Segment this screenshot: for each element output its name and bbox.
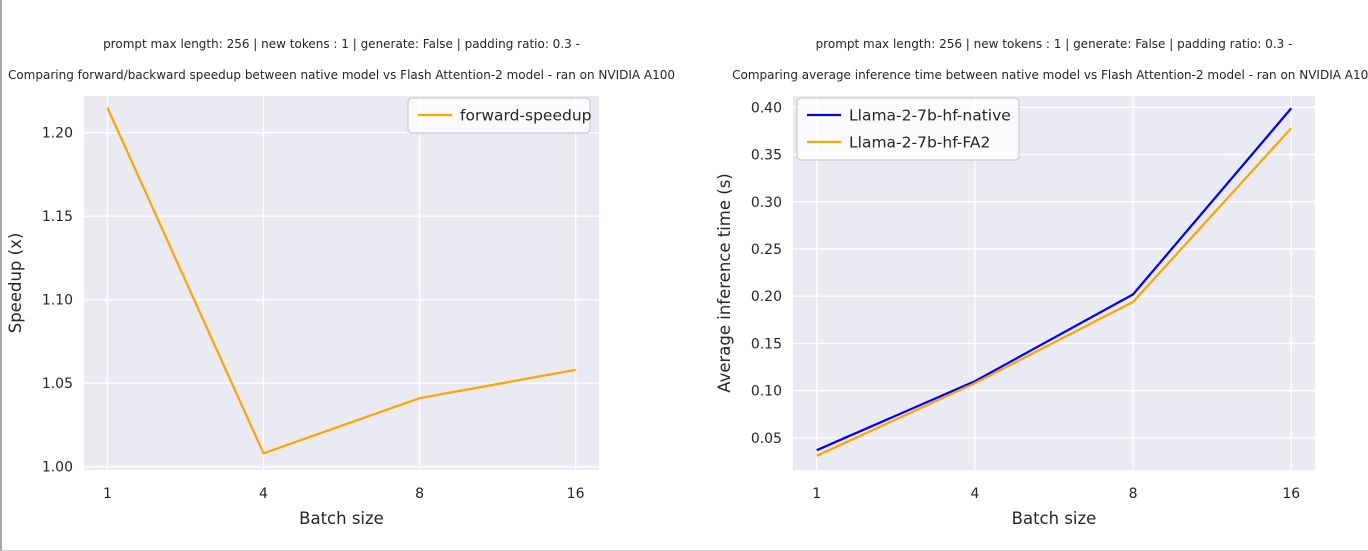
speedup-figure: 1.00 1.05 1.10 1.15 1.20 1 4 8 16 Batch size Speed… <box>2 0 686 550</box>
y-axis-label: Speedup (x) <box>6 233 25 334</box>
x-axis-label: Batch size <box>299 509 384 528</box>
y-tick-label: 0.05 <box>751 431 782 447</box>
y-tick-label: 1.05 <box>42 376 73 392</box>
figure-suptitle: prompt max length: 256 | new tokens : 1 … <box>103 37 580 51</box>
series-line-Llama-2-7b-hf-native <box>816 107 1293 452</box>
x-tick-label: 4 <box>970 486 979 502</box>
y-tick-label: 0.10 <box>751 384 782 400</box>
y-tick-label: 0.40 <box>751 100 782 116</box>
y-tick-label: 0.25 <box>751 242 782 258</box>
x-tick-label: 4 <box>259 486 268 502</box>
y-tick-label: 0.15 <box>751 336 782 352</box>
y-tick-label: 1.10 <box>42 293 73 309</box>
y-tick-label: 0.20 <box>751 289 782 305</box>
x-tick-label: 16 <box>1282 486 1300 502</box>
y-tick-label: 1.15 <box>42 209 73 225</box>
x-tick-label: 8 <box>415 486 424 502</box>
x-tick-label: 16 <box>567 486 585 502</box>
series-line-Llama-2-7b-hf-FA2 <box>816 127 1293 457</box>
series-line-forward-speedup <box>106 107 576 455</box>
legend-label: forward-speedup <box>460 107 592 125</box>
figure-suptitle: prompt max length: 256 | new tokens : 1 … <box>816 37 1293 51</box>
y-tick-label: 1.00 <box>42 460 73 476</box>
x-tick-label: 1 <box>103 486 112 502</box>
legend-box <box>407 97 591 134</box>
x-axis-label: Batch size <box>1012 509 1097 528</box>
legend: Llama-2-7b-hf-native Llama-2-7b-hf-FA2 <box>796 97 1020 161</box>
inference-time-figure: 0.05 0.10 0.15 0.20 0.25 0.30 0.35 0.40 1 4 8 16 Bat… <box>686 0 1368 550</box>
y-tick-label: 1.20 <box>42 126 73 142</box>
plot-area <box>84 96 599 470</box>
legend-box <box>796 97 1020 161</box>
figure-title: Comparing average inference time between… <box>732 68 1368 82</box>
x-tick-label: 8 <box>1129 486 1138 502</box>
y-axis-label: Average inference time (s) <box>715 173 734 393</box>
figure-title: Comparing forward/backward speedup betwe… <box>8 68 675 82</box>
y-tick-label: 0.30 <box>751 195 782 211</box>
x-tick-label: 1 <box>812 486 821 502</box>
legend-label: Llama-2-7b-hf-native <box>849 107 1011 125</box>
legend-label: Llama-2-7b-hf-FA2 <box>849 134 990 152</box>
legend: forward-speedup <box>407 97 592 134</box>
y-tick-label: 0.35 <box>751 148 782 164</box>
speedup-chart-svg: 1.00 1.05 1.10 1.15 1.20 1 4 8 16 Batch size Speed… <box>6 37 675 528</box>
inference-time-chart-svg: 0.05 0.10 0.15 0.20 0.25 0.30 0.35 0.40 1 4 8 16 Bat… <box>715 37 1368 528</box>
